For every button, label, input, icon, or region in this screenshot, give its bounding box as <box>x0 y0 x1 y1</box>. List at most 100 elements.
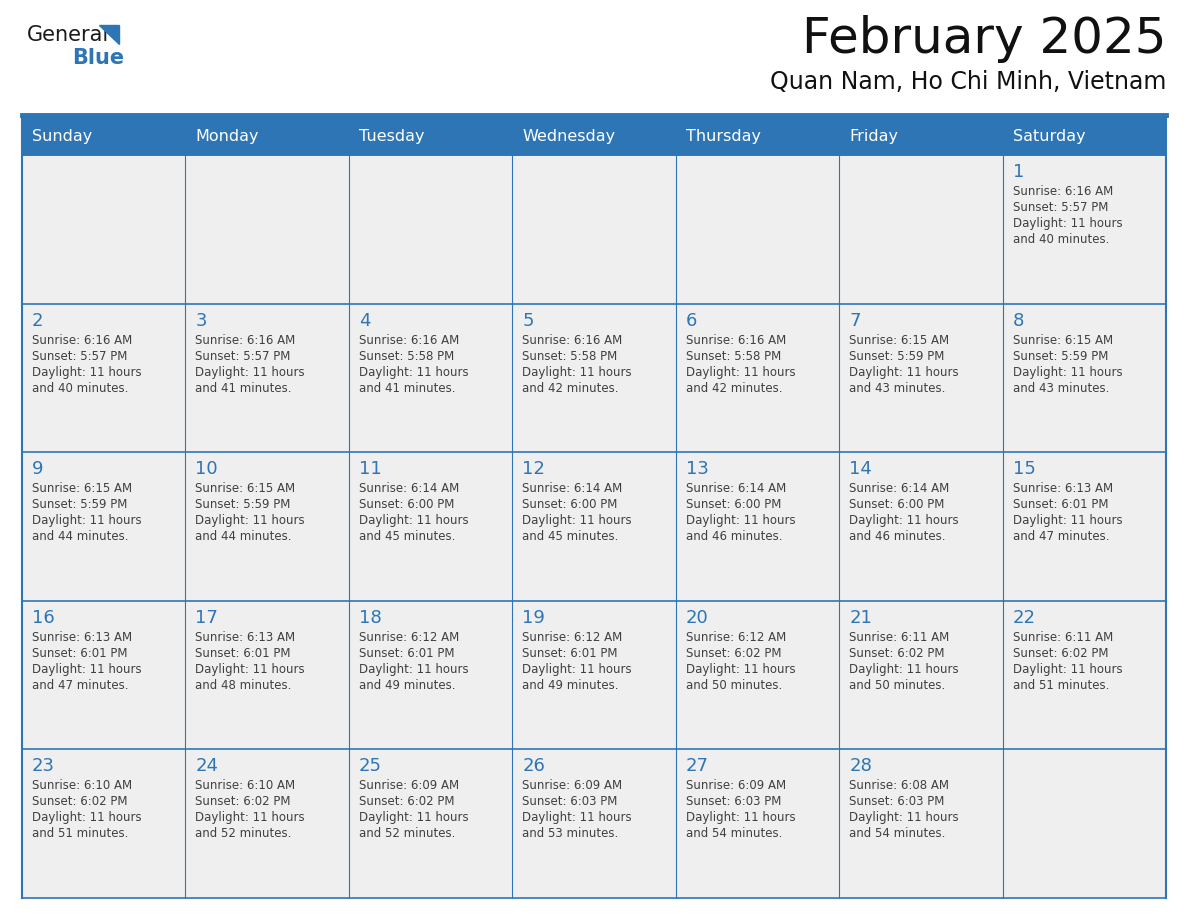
Bar <box>512 453 676 600</box>
Text: Saturday: Saturday <box>1012 129 1085 143</box>
Bar <box>1003 155 1165 304</box>
Bar <box>349 600 512 749</box>
Text: Daylight: 11 hours: Daylight: 11 hours <box>849 812 959 824</box>
Text: Sunset: 5:57 PM: Sunset: 5:57 PM <box>196 350 291 363</box>
Text: 3: 3 <box>196 311 207 330</box>
Text: Daylight: 11 hours: Daylight: 11 hours <box>523 365 632 378</box>
Text: and 49 minutes.: and 49 minutes. <box>523 678 619 692</box>
Text: Daylight: 11 hours: Daylight: 11 hours <box>685 365 795 378</box>
Text: Sunset: 6:02 PM: Sunset: 6:02 PM <box>359 795 454 809</box>
Text: Daylight: 11 hours: Daylight: 11 hours <box>196 663 305 676</box>
Text: Sunrise: 6:12 AM: Sunrise: 6:12 AM <box>523 631 623 644</box>
Text: Daylight: 11 hours: Daylight: 11 hours <box>523 514 632 527</box>
Text: Sunrise: 6:16 AM: Sunrise: 6:16 AM <box>196 333 296 347</box>
Text: and 45 minutes.: and 45 minutes. <box>523 531 619 543</box>
Bar <box>349 749 512 898</box>
Text: 20: 20 <box>685 609 708 627</box>
Text: Daylight: 11 hours: Daylight: 11 hours <box>1012 365 1123 378</box>
Bar <box>512 117 676 155</box>
Text: Sunrise: 6:14 AM: Sunrise: 6:14 AM <box>685 482 786 495</box>
Bar <box>839 304 1003 453</box>
Text: 28: 28 <box>849 757 872 776</box>
Bar <box>185 155 349 304</box>
Text: Sunset: 6:01 PM: Sunset: 6:01 PM <box>523 647 618 660</box>
Text: Daylight: 11 hours: Daylight: 11 hours <box>32 663 141 676</box>
Text: and 52 minutes.: and 52 minutes. <box>196 827 292 840</box>
Text: Sunset: 6:02 PM: Sunset: 6:02 PM <box>849 647 944 660</box>
Polygon shape <box>99 25 119 44</box>
Bar <box>185 117 349 155</box>
Text: Sunrise: 6:16 AM: Sunrise: 6:16 AM <box>685 333 786 347</box>
Bar <box>23 304 185 453</box>
Bar <box>676 453 839 600</box>
Text: Sunset: 5:58 PM: Sunset: 5:58 PM <box>685 350 781 363</box>
Text: Sunrise: 6:10 AM: Sunrise: 6:10 AM <box>196 779 296 792</box>
Text: 19: 19 <box>523 609 545 627</box>
Text: Daylight: 11 hours: Daylight: 11 hours <box>685 812 795 824</box>
Text: Daylight: 11 hours: Daylight: 11 hours <box>196 514 305 527</box>
Text: and 44 minutes.: and 44 minutes. <box>32 531 128 543</box>
Text: and 40 minutes.: and 40 minutes. <box>32 382 128 395</box>
Text: 10: 10 <box>196 460 219 478</box>
Bar <box>23 155 185 304</box>
Bar <box>349 155 512 304</box>
Text: and 46 minutes.: and 46 minutes. <box>685 531 782 543</box>
Bar <box>1003 600 1165 749</box>
Text: Daylight: 11 hours: Daylight: 11 hours <box>1012 217 1123 230</box>
Text: Daylight: 11 hours: Daylight: 11 hours <box>685 514 795 527</box>
Text: Sunset: 6:00 PM: Sunset: 6:00 PM <box>849 498 944 511</box>
Text: Daylight: 11 hours: Daylight: 11 hours <box>523 812 632 824</box>
Text: Wednesday: Wednesday <box>523 129 615 143</box>
Text: Sunset: 5:59 PM: Sunset: 5:59 PM <box>32 498 127 511</box>
Text: Sunrise: 6:09 AM: Sunrise: 6:09 AM <box>523 779 623 792</box>
Text: Sunrise: 6:14 AM: Sunrise: 6:14 AM <box>359 482 459 495</box>
Text: 25: 25 <box>359 757 381 776</box>
Text: Daylight: 11 hours: Daylight: 11 hours <box>523 663 632 676</box>
Text: Sunset: 6:01 PM: Sunset: 6:01 PM <box>1012 498 1108 511</box>
Text: Daylight: 11 hours: Daylight: 11 hours <box>32 365 141 378</box>
Text: 27: 27 <box>685 757 709 776</box>
Text: and 53 minutes.: and 53 minutes. <box>523 827 619 840</box>
Text: Sunset: 5:59 PM: Sunset: 5:59 PM <box>1012 350 1108 363</box>
Bar <box>512 155 676 304</box>
Text: General: General <box>27 25 109 45</box>
Text: and 51 minutes.: and 51 minutes. <box>32 827 128 840</box>
Text: Daylight: 11 hours: Daylight: 11 hours <box>359 514 468 527</box>
Text: Sunset: 6:02 PM: Sunset: 6:02 PM <box>685 647 782 660</box>
Bar <box>839 600 1003 749</box>
Bar <box>676 117 839 155</box>
Bar <box>23 600 185 749</box>
Bar <box>185 600 349 749</box>
Text: and 49 minutes.: and 49 minutes. <box>359 678 455 692</box>
Text: Sunset: 5:58 PM: Sunset: 5:58 PM <box>523 350 618 363</box>
Bar <box>676 304 839 453</box>
Text: Sunrise: 6:14 AM: Sunrise: 6:14 AM <box>523 482 623 495</box>
Text: and 44 minutes.: and 44 minutes. <box>196 531 292 543</box>
Text: Sunset: 6:01 PM: Sunset: 6:01 PM <box>196 647 291 660</box>
Text: Monday: Monday <box>196 129 259 143</box>
Text: Daylight: 11 hours: Daylight: 11 hours <box>849 663 959 676</box>
Text: Sunrise: 6:13 AM: Sunrise: 6:13 AM <box>32 631 132 644</box>
Bar <box>185 304 349 453</box>
Text: 13: 13 <box>685 460 708 478</box>
Text: February 2025: February 2025 <box>802 15 1165 63</box>
Text: Sunrise: 6:15 AM: Sunrise: 6:15 AM <box>196 482 296 495</box>
Bar <box>1003 453 1165 600</box>
Text: Daylight: 11 hours: Daylight: 11 hours <box>685 663 795 676</box>
Text: Sunrise: 6:09 AM: Sunrise: 6:09 AM <box>685 779 785 792</box>
Text: and 42 minutes.: and 42 minutes. <box>523 382 619 395</box>
Text: Daylight: 11 hours: Daylight: 11 hours <box>32 514 141 527</box>
Text: and 46 minutes.: and 46 minutes. <box>849 531 946 543</box>
Text: Daylight: 11 hours: Daylight: 11 hours <box>196 365 305 378</box>
Text: 5: 5 <box>523 311 533 330</box>
Text: and 45 minutes.: and 45 minutes. <box>359 531 455 543</box>
Text: Sunset: 5:57 PM: Sunset: 5:57 PM <box>32 350 127 363</box>
Text: 1: 1 <box>1012 163 1024 181</box>
Bar <box>185 749 349 898</box>
Text: Sunrise: 6:11 AM: Sunrise: 6:11 AM <box>1012 631 1113 644</box>
Text: Sunset: 6:03 PM: Sunset: 6:03 PM <box>523 795 618 809</box>
Bar <box>839 155 1003 304</box>
Text: Sunset: 6:03 PM: Sunset: 6:03 PM <box>685 795 781 809</box>
Text: Sunset: 6:02 PM: Sunset: 6:02 PM <box>32 795 127 809</box>
Bar <box>676 749 839 898</box>
